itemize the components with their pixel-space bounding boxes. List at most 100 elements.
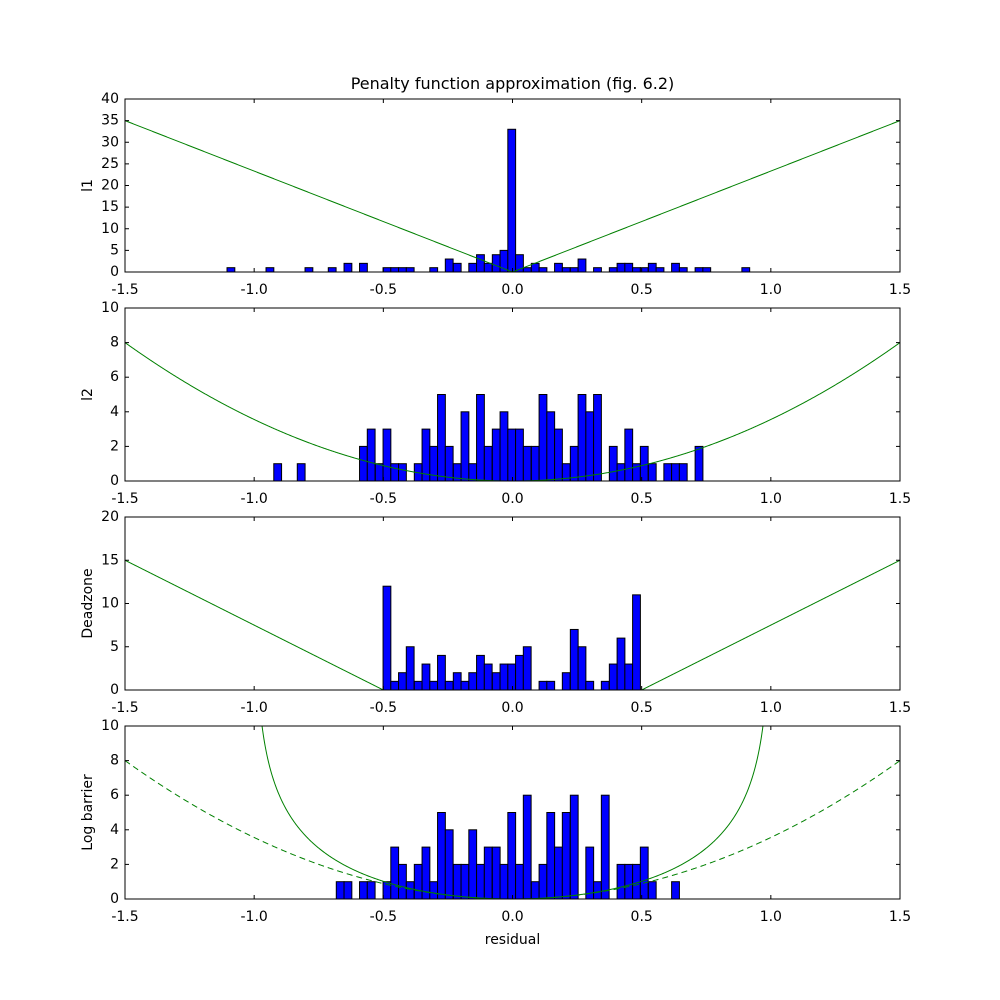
histogram-bar (632, 594, 641, 690)
histogram-bar (382, 585, 392, 690)
histogram-bar (273, 463, 283, 481)
plot-area (125, 342, 900, 481)
abs-penalty-curve (125, 120, 900, 272)
histogram-bar (515, 428, 524, 481)
x-tick-label: -1.5 (111, 282, 138, 298)
histogram-bar (554, 846, 563, 899)
y-tick-label: 5 (110, 639, 119, 655)
histogram-bar (741, 267, 751, 272)
chart-title: Penalty function approximation (fig. 6.2… (351, 74, 675, 93)
histogram-bar (546, 680, 556, 690)
histogram-bar (444, 445, 454, 481)
histogram-bar (483, 663, 493, 690)
histogram-bar (522, 267, 532, 272)
histogram-bar (507, 663, 517, 690)
histogram-bar (546, 812, 556, 899)
histogram-bar (390, 463, 400, 481)
histogram-bar (671, 463, 680, 481)
histogram-bar (460, 411, 470, 481)
histogram-bar (476, 654, 485, 690)
histogram-bar (538, 394, 548, 481)
x-tick-label: 0.5 (631, 282, 653, 298)
histogram-bar (390, 846, 400, 899)
histogram-bar (468, 262, 478, 272)
x-tick-label: -0.5 (370, 282, 397, 298)
histogram-bar (468, 463, 478, 481)
histogram-bar (616, 262, 626, 272)
histogram-bar (671, 262, 680, 272)
histogram-bar (429, 881, 439, 899)
x-tick-label: 1.5 (889, 700, 911, 716)
histogram-bar (593, 881, 602, 899)
y-axis-label: Deadzone (80, 568, 96, 638)
deadzone-penalty-curve (125, 559, 900, 690)
histogram-bar (491, 672, 501, 690)
histogram-bar (413, 863, 423, 899)
y-tick-label: 0 (110, 891, 119, 907)
histogram-bar (678, 267, 688, 272)
histogram-bar (507, 428, 517, 481)
histogram-bar (569, 267, 579, 272)
histogram-bar (405, 267, 415, 272)
histogram-bar (382, 267, 392, 272)
histogram-bar (702, 267, 712, 272)
histogram-bar (671, 881, 680, 899)
x-tick-label: 1.5 (889, 491, 911, 507)
histogram-bar (390, 680, 400, 690)
x-tick-label: 1.5 (889, 282, 911, 298)
histogram-bar (507, 812, 517, 899)
square-penalty-curve (125, 342, 900, 481)
histogram-bar (359, 445, 368, 481)
histogram-bar (405, 646, 415, 690)
histogram-bar (561, 672, 571, 690)
histogram-bar (522, 445, 532, 481)
y-tick-label: 0 (110, 473, 119, 489)
histogram-bar (507, 128, 517, 272)
x-tick-label: -1.0 (241, 700, 268, 716)
histogram-bar (437, 654, 446, 690)
histogram-bar (515, 654, 524, 690)
histogram-bar (655, 267, 665, 272)
histogram-bar (554, 262, 563, 272)
histogram-bar (624, 663, 634, 690)
y-tick-label: 6 (110, 787, 119, 803)
histogram-bar (460, 680, 470, 690)
histogram-bar (476, 394, 485, 481)
histogram-bar (429, 680, 439, 690)
y-tick-label: 15 (101, 199, 119, 215)
x-tick-label: -1.5 (111, 491, 138, 507)
x-tick-label: 1.0 (760, 491, 782, 507)
y-tick-label: 40 (101, 91, 119, 107)
y-axis-label: Log barrier (80, 774, 96, 851)
x-tick-label: 0.5 (631, 491, 653, 507)
x-tick-label: -1.0 (241, 491, 268, 507)
histogram-bar (499, 663, 509, 690)
histogram-bar (452, 262, 462, 272)
histogram-bar (405, 881, 415, 899)
plot-area (125, 120, 900, 272)
histogram-bar (226, 267, 236, 272)
square-penalty-curve (125, 760, 900, 899)
histogram-bar (624, 428, 634, 481)
histogram-bar (569, 628, 579, 690)
histogram-bar (647, 881, 657, 899)
histogram-bar (413, 680, 423, 690)
histogram-bar (554, 428, 563, 481)
histogram-bar (577, 258, 587, 272)
histogram-bar (304, 267, 314, 272)
histogram-bar (444, 829, 454, 899)
histogram-bar (483, 262, 493, 272)
histogram-bar (476, 863, 485, 899)
x-tick-label: -0.5 (370, 700, 397, 716)
histogram-bar (374, 463, 384, 481)
histogram-bar (538, 267, 548, 272)
histogram-bar (499, 411, 509, 481)
histogram-bar (483, 445, 493, 481)
y-tick-label: 2 (110, 438, 119, 454)
histogram-bar (491, 846, 501, 899)
histogram-bar (452, 863, 462, 899)
histogram-bar (561, 812, 571, 899)
histogram-bar (530, 445, 540, 481)
histogram-bar (491, 428, 501, 481)
histogram-bar (616, 637, 626, 690)
